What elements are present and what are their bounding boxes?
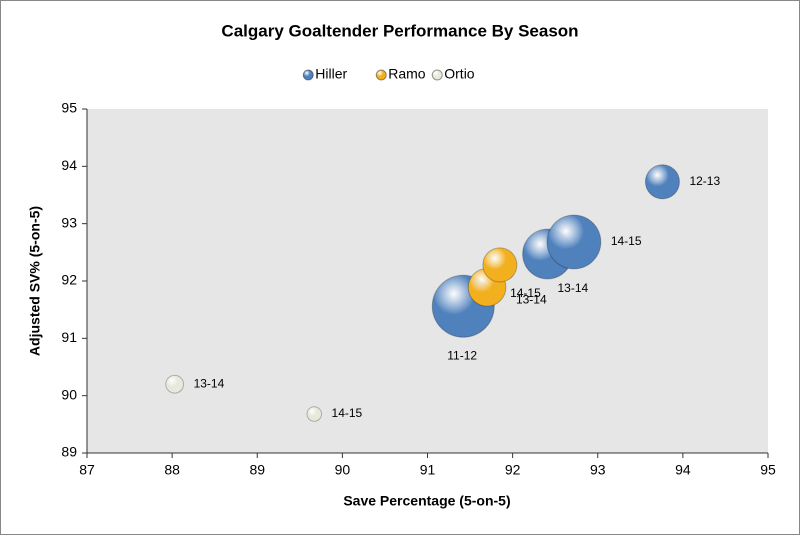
point-label: 14-15 <box>332 406 363 420</box>
y-tick-label: 91 <box>61 329 77 345</box>
y-tick-label: 90 <box>61 386 77 402</box>
point-label: 13-14 <box>194 376 225 390</box>
x-tick-label: 87 <box>79 462 95 478</box>
y-tick-label: 93 <box>61 214 77 230</box>
bubble <box>546 214 602 270</box>
point-label: 12-13 <box>689 174 720 188</box>
legend-label: Ramo <box>388 66 426 82</box>
point-label: 11-12 <box>447 349 477 363</box>
y-tick-label: 92 <box>61 272 77 288</box>
legend-marker <box>431 69 443 81</box>
bubble <box>644 164 680 200</box>
chart-title: Calgary Goaltender Performance By Season <box>221 21 578 40</box>
x-tick-label: 89 <box>249 462 265 478</box>
point-label: 13-14 <box>557 281 588 295</box>
x-tick-label: 95 <box>760 462 776 478</box>
point-label: 13-14 <box>516 293 547 307</box>
legend-marker <box>375 69 387 81</box>
legend-label: Hiller <box>315 66 347 82</box>
x-tick-label: 90 <box>335 462 351 478</box>
legend-marker <box>302 69 314 81</box>
bubble <box>482 247 518 283</box>
y-axis-label: Adjusted SV% (5-on-5) <box>27 206 43 356</box>
point-label: 14-15 <box>510 286 541 300</box>
bubble <box>306 406 323 422</box>
x-tick-label: 92 <box>505 462 521 478</box>
y-tick-label: 89 <box>61 444 77 460</box>
legend-label: Ortio <box>444 66 475 82</box>
y-tick-label: 94 <box>61 157 77 173</box>
y-tick-label: 95 <box>61 100 77 116</box>
x-tick-label: 91 <box>420 462 436 478</box>
x-tick-label: 94 <box>675 462 691 478</box>
x-tick-label: 93 <box>590 462 606 478</box>
bubble <box>165 374 185 394</box>
plot-area <box>87 109 768 453</box>
point-label: 14-15 <box>611 234 642 248</box>
x-tick-label: 88 <box>164 462 180 478</box>
x-axis-label: Save Percentage (5-on-5) <box>343 493 510 509</box>
